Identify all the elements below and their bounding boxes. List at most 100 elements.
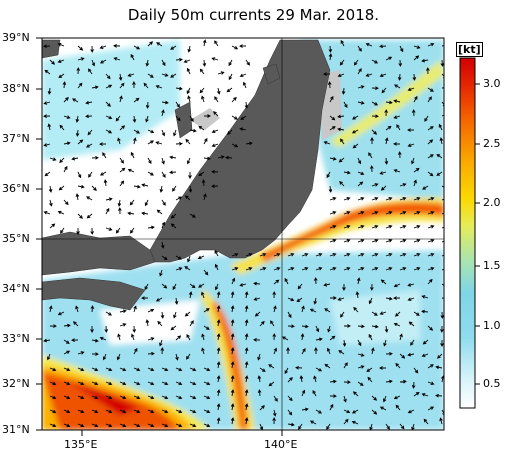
land: [42, 39, 331, 311]
current-arrow: [441, 73, 444, 79]
current-arrow: [75, 305, 79, 313]
current-arrow: [287, 311, 292, 319]
current-arrow: [216, 403, 221, 411]
current-arrow: [227, 129, 233, 135]
current-arrow: [187, 45, 192, 53]
current-arrow: [245, 59, 250, 66]
current-arrow: [399, 225, 407, 229]
current-arrow: [91, 59, 96, 67]
current-arrow: [72, 98, 79, 103]
current-arrow: [357, 324, 365, 329]
current-arrow: [115, 115, 121, 122]
current-arrow: [440, 59, 444, 67]
current-arrow: [147, 129, 155, 134]
current-arrow: [99, 336, 107, 341]
current-arrow: [329, 126, 336, 131]
speed-field: [42, 40, 444, 430]
current-arrow: [216, 389, 221, 397]
current-arrow: [371, 324, 379, 329]
current-arrow: [77, 395, 85, 400]
current-arrow: [77, 57, 85, 61]
current-arrow: [216, 87, 221, 95]
current-arrow: [231, 96, 237, 103]
current-arrow: [230, 333, 235, 341]
current-arrow: [189, 367, 197, 372]
current-arrow: [105, 409, 113, 414]
current-arrow: [326, 171, 331, 179]
current-arrow: [119, 381, 127, 386]
current-arrow: [60, 227, 65, 234]
current-arrow: [287, 297, 295, 302]
current-arrow: [369, 165, 374, 173]
lat-label-34n: 34°N: [2, 282, 30, 295]
current-arrow: [370, 283, 374, 291]
current-arrow: [441, 409, 444, 416]
current-arrow: [270, 320, 275, 327]
current-arrow: [413, 239, 421, 243]
current-arrow: [91, 185, 97, 191]
current-arrow: [186, 157, 191, 165]
current-arrow: [118, 73, 123, 81]
current-arrow: [175, 196, 183, 201]
current-arrow: [231, 267, 239, 271]
current-arrow: [398, 59, 403, 67]
current-arrow: [189, 115, 194, 122]
current-arrow: [268, 381, 275, 387]
current-arrow: [161, 381, 169, 386]
current-arrow: [216, 291, 221, 299]
current-arrow: [427, 42, 435, 47]
current-arrow: [87, 129, 93, 136]
current-arrow: [198, 171, 205, 177]
current-arrow: [312, 389, 317, 397]
current-arrow: [105, 367, 113, 372]
current-arrow: [342, 283, 346, 291]
current-arrow: [441, 212, 444, 215]
current-arrow: [421, 353, 429, 358]
current-arrow: [203, 114, 211, 118]
current-arrow: [170, 73, 177, 78]
current-arrow: [43, 114, 51, 118]
current-arrow: [338, 157, 345, 163]
current-arrow: [147, 367, 155, 372]
current-arrow: [216, 361, 221, 369]
current-arrow: [287, 422, 295, 427]
current-arrow: [371, 253, 379, 257]
current-arrow: [186, 334, 191, 341]
current-vectors: [43, 39, 444, 430]
current-arrow: [343, 211, 351, 215]
current-arrow: [357, 365, 365, 369]
current-arrow: [385, 296, 393, 301]
current-arrow: [189, 320, 194, 327]
current-arrow: [287, 324, 295, 329]
current-arrow: [327, 325, 331, 333]
current-arrow: [424, 115, 429, 122]
current-arrow: [371, 101, 379, 106]
current-arrow: [90, 325, 94, 333]
current-arrow: [413, 95, 418, 103]
current-arrow: [435, 393, 443, 398]
current-arrow: [421, 393, 429, 397]
current-arrow: [202, 39, 207, 47]
current-arrow: [170, 213, 177, 219]
current-arrow: [239, 283, 247, 287]
current-arrow: [173, 129, 177, 137]
current-arrow: [337, 127, 345, 132]
current-arrow: [71, 156, 79, 161]
current-arrow: [133, 97, 140, 103]
current-arrow: [133, 137, 137, 145]
current-arrow: [441, 268, 444, 271]
current-arrow: [91, 409, 99, 414]
current-arrow: [301, 324, 309, 329]
current-arrow: [413, 197, 421, 201]
lat-label-31n: 31°N: [2, 423, 30, 436]
current-arrow: [147, 395, 155, 400]
current-arrow: [130, 227, 135, 234]
current-arrow: [329, 95, 334, 103]
current-arrow: [343, 253, 351, 257]
current-arrow: [63, 409, 71, 414]
current-arrow: [309, 420, 317, 425]
current-arrow: [99, 142, 107, 146]
current-arrow: [385, 239, 393, 243]
current-arrow: [189, 128, 197, 133]
current-arrow: [119, 309, 127, 314]
